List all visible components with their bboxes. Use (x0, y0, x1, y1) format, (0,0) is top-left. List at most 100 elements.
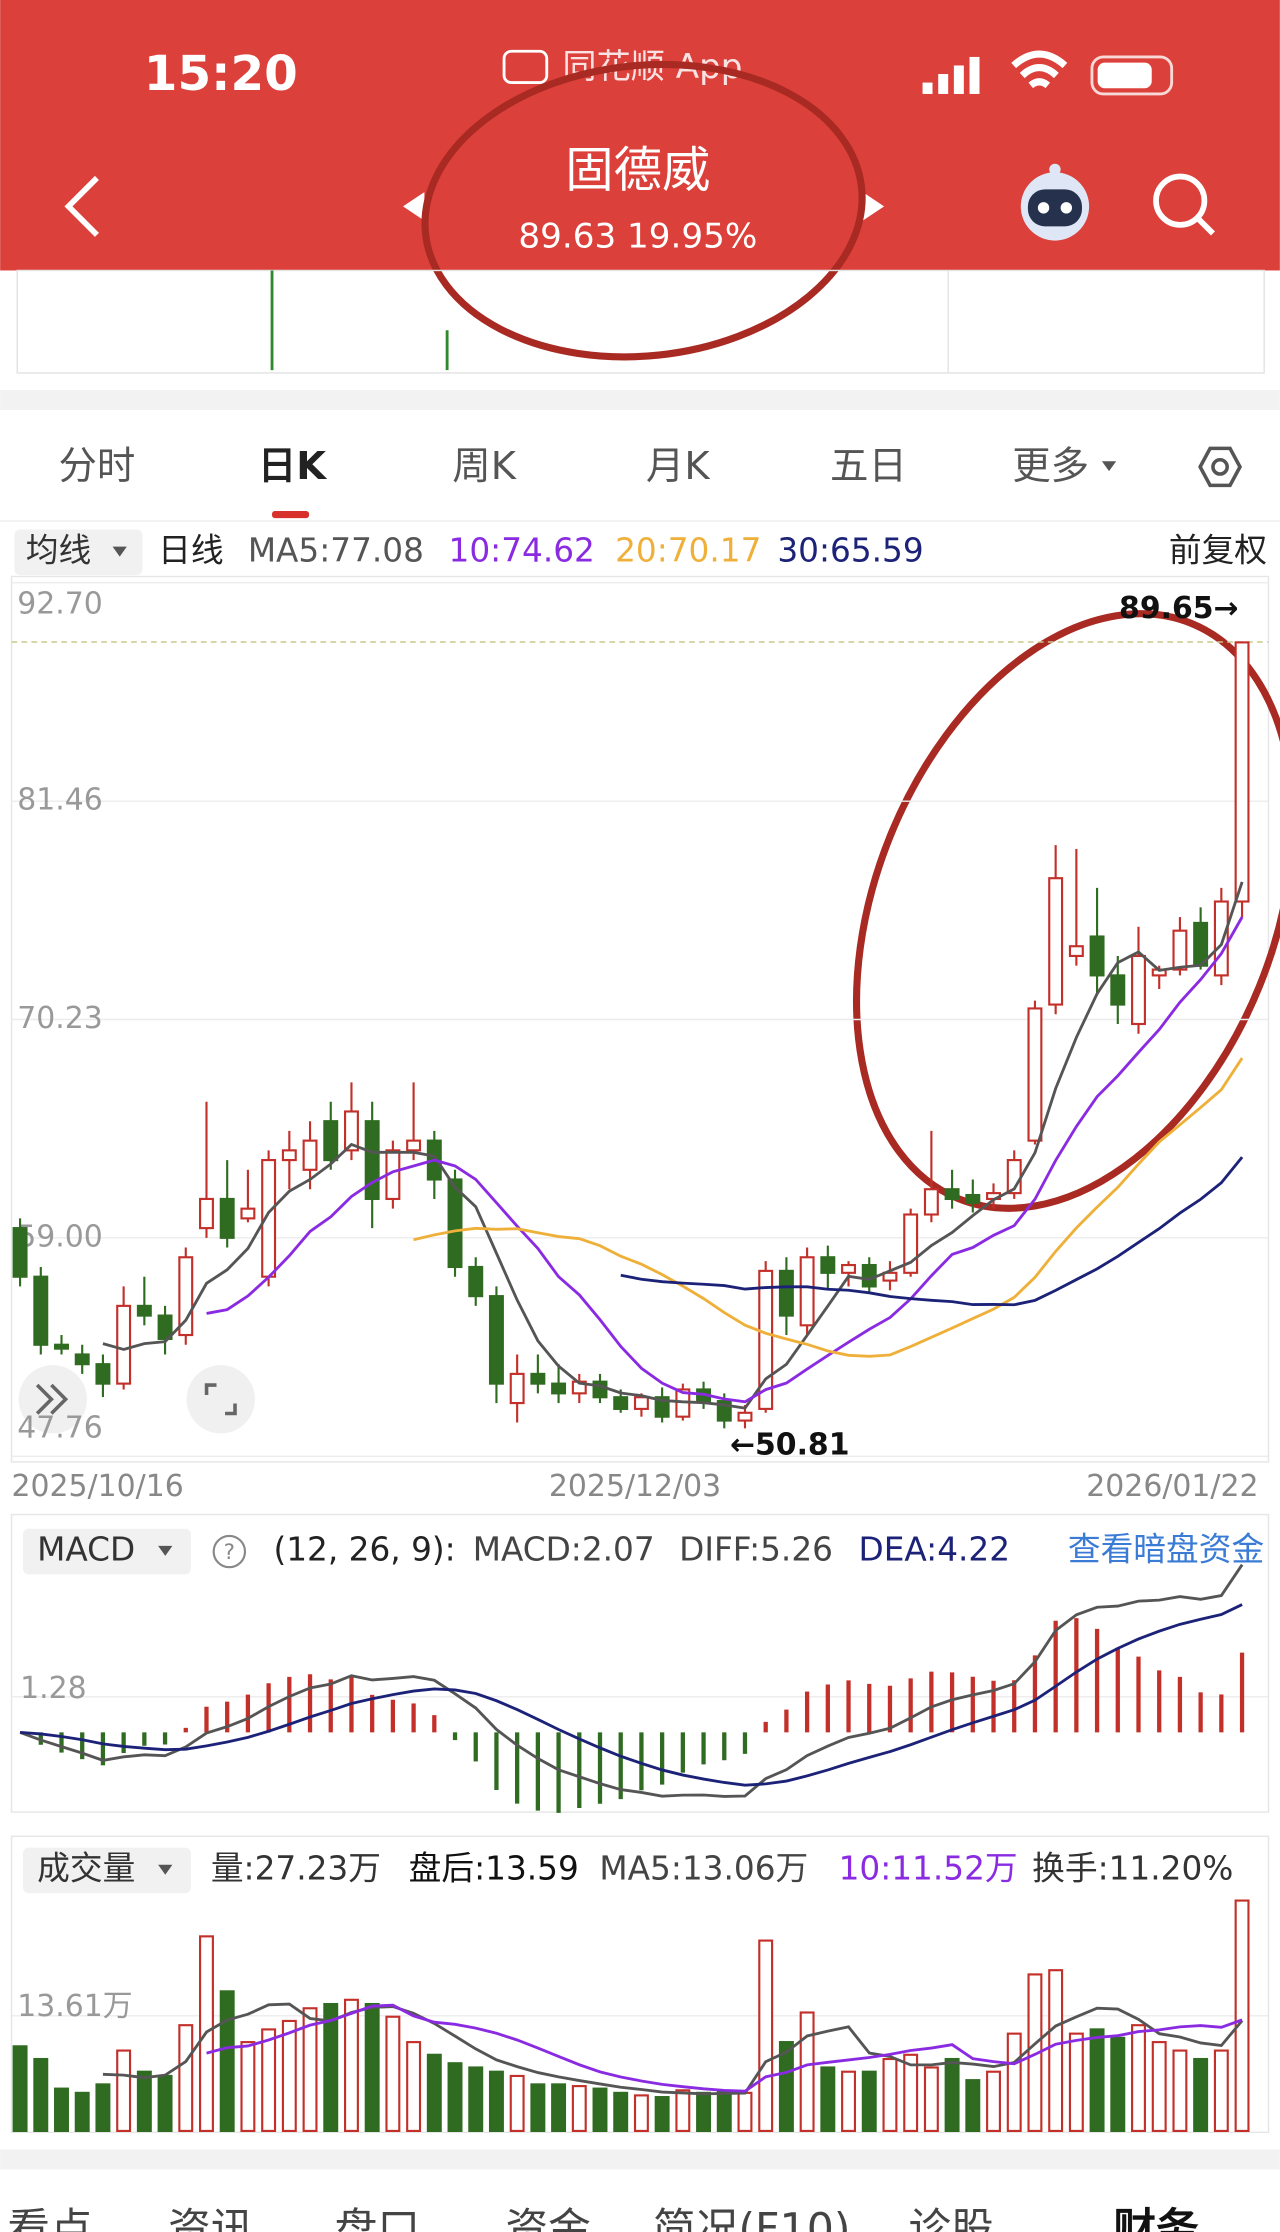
bottom-tab[interactable]: 资金 (505, 2204, 590, 2232)
stock-quote: 89.63 19.95% (518, 216, 757, 256)
volume-bar (820, 2066, 836, 2133)
volume-bar (530, 2083, 546, 2133)
volume-bar (592, 2087, 608, 2133)
volume-bar (302, 2007, 318, 2133)
volume-bar (654, 2096, 670, 2133)
search-icon[interactable] (1153, 173, 1215, 236)
volume-bar (12, 2045, 28, 2133)
volume-select[interactable] (22, 1847, 191, 1894)
tab[interactable]: 月K (646, 444, 710, 489)
candle-body (1048, 877, 1064, 1006)
tab-more-caret (1101, 461, 1117, 472)
volume-bar (675, 2089, 691, 2133)
tab[interactable]: 更多 (1012, 444, 1089, 489)
volume-bar (509, 2074, 525, 2133)
volume-bar (240, 2041, 256, 2133)
volume-bar (323, 2002, 339, 2133)
volume-bar (116, 2049, 132, 2133)
volume-bar (468, 2066, 484, 2133)
volume-bar (281, 2019, 297, 2133)
macd-params: (12, 26, 9): (273, 1531, 455, 1569)
candle-body (530, 1372, 546, 1385)
volume-bar (841, 2070, 857, 2133)
candle-body (281, 1149, 297, 1162)
high-label: 89.65→ (1119, 591, 1239, 626)
macd-select[interactable] (22, 1528, 191, 1575)
candle-body (116, 1304, 132, 1385)
candle-body (240, 1207, 256, 1220)
volume-bar (157, 2074, 173, 2133)
candle-body (199, 1197, 214, 1230)
divider (0, 2149, 1280, 2170)
volume-stat: 换手:11.20% (1032, 1849, 1233, 1887)
diff-line (19, 1563, 1244, 1798)
volume-stat: MA5:13.06万 (599, 1849, 808, 1887)
candle-body (1110, 974, 1126, 1006)
candle-body (468, 1265, 484, 1298)
candle-body (33, 1275, 49, 1346)
volume-bar (716, 2090, 732, 2133)
volume-bar (861, 2070, 877, 2133)
candle-body (778, 1269, 794, 1317)
volume-ma-line (206, 2003, 1243, 2093)
tab[interactable]: 分时 (59, 444, 136, 489)
candle-body (343, 1110, 359, 1152)
bottom-tab[interactable]: 盘口 (335, 2204, 420, 2232)
indicator-select[interactable] (14, 529, 143, 576)
volume-bar (343, 1998, 359, 2133)
bottom-tab[interactable]: 财务 (1113, 2204, 1199, 2232)
volume-bar (923, 2066, 939, 2133)
candle-body (944, 1188, 960, 1201)
candle-body (654, 1396, 670, 1418)
annotation-circle (421, 60, 866, 361)
prev-stock[interactable] (402, 192, 425, 221)
candle-body (737, 1411, 753, 1422)
y-tick-label: 59.00 (17, 1219, 103, 1254)
bottom-tab[interactable]: 看点 (7, 2204, 92, 2232)
candle-body (74, 1353, 90, 1366)
expand-buttons[interactable] (18, 1365, 255, 1434)
candle-body (302, 1139, 318, 1171)
back-button[interactable] (64, 175, 99, 237)
diff-value: DIFF:5.26 (679, 1531, 833, 1569)
volume-bar (136, 2070, 152, 2133)
y-tick-label: 81.46 (17, 783, 103, 818)
volume-bar (903, 2053, 919, 2133)
volume-bar (778, 2041, 794, 2133)
tab[interactable]: 五日 (830, 444, 907, 489)
app-icon (502, 49, 549, 84)
y-tick-label: 1.28 (20, 1671, 87, 1706)
tab-underline (272, 511, 310, 519)
volume-bar (1172, 2049, 1188, 2133)
macd-frame (10, 1513, 1270, 1813)
next-stock[interactable] (862, 192, 885, 221)
candle-body (1213, 900, 1229, 977)
dark-pool-link[interactable]: 查看暗盘资金 (1068, 1531, 1264, 1569)
period-label: 日线 (158, 531, 223, 569)
volume-stat: 10:11.52万 (839, 1849, 1018, 1887)
bottom-tab[interactable]: 资讯 (168, 2204, 253, 2232)
ma-line (413, 1057, 1244, 1358)
ma-label: MA5:77.08 (248, 531, 424, 569)
volume-bar (1006, 2032, 1022, 2133)
robot-icon[interactable] (1020, 163, 1090, 241)
caret (112, 546, 127, 557)
bottom-tab[interactable]: 诊股 (908, 2204, 993, 2232)
settings-icon[interactable] (1198, 446, 1243, 488)
bottom-tab[interactable]: 简况(F10) (653, 2204, 851, 2232)
volume-ma-line (102, 2002, 1244, 2096)
help-text: ? (224, 1540, 235, 1565)
volume-bar (1068, 2032, 1084, 2133)
x-date-label: 2025/10/16 (12, 1469, 184, 1504)
tab[interactable]: 周K (452, 444, 516, 489)
help-icon[interactable] (212, 1534, 247, 1569)
y-tick-label: 92.70 (17, 586, 103, 621)
tab[interactable]: 日K (258, 444, 327, 489)
battery-level (1097, 62, 1152, 89)
candle-body (882, 1271, 898, 1282)
volume-bar (571, 2085, 587, 2133)
ma-label: 20:70.17 (615, 531, 761, 569)
candle-body (447, 1178, 463, 1269)
macd-label: MACD (37, 1531, 135, 1569)
upper-chart-frame (16, 269, 1265, 374)
